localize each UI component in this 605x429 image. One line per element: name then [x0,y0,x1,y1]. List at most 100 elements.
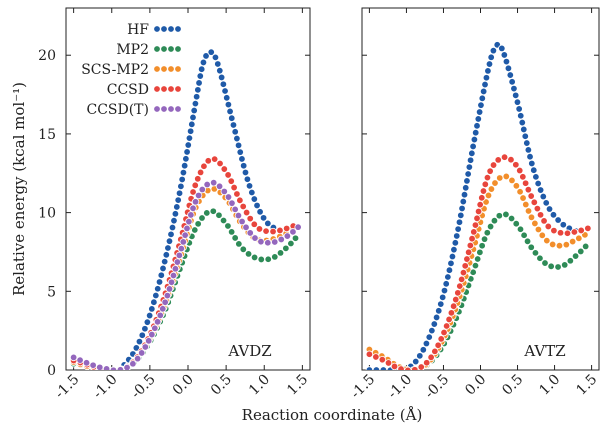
series-point-MP2 [227,228,236,236]
series-point-HF [194,86,202,94]
series-point-MP2 [531,249,540,257]
series-point-HF [498,44,506,53]
legend-marker-SCS-MP2 [160,65,168,73]
series-point-MP2 [244,250,253,258]
legend-marker-HF [167,25,175,33]
series-point-CCSD [224,171,232,179]
series-point-HF [481,80,489,89]
series-point-HF [526,153,534,161]
series-point-HF [245,182,254,190]
series-point-HF [164,244,172,252]
series-point-CCSD(T) [238,217,246,226]
series-point-CCSD(T) [277,235,285,244]
series-point-CCSD [233,190,241,198]
series-point-HF [185,134,194,142]
series-point-SCS-MP2 [538,231,546,240]
series-point-CCSD [530,198,538,207]
legend-label: HF [127,22,149,38]
series-point-MP2 [547,262,555,271]
series-point-CCSD [431,347,439,356]
series-point-SCS-MP2 [543,236,551,245]
series-point-HF [241,168,250,177]
legend-marker-CCSD(T) [160,105,168,113]
series-point-HF [231,128,239,136]
series-point-HF [138,331,146,339]
series-point-HF [464,170,472,178]
series-point-HF [458,204,466,213]
series-point-HF [485,60,494,68]
series-point-HF [523,139,531,147]
series-point-CCSD(T) [153,318,162,326]
series-point-CCSD(T) [231,205,239,214]
series-point-CCSD [378,355,387,364]
series-point-HF [379,366,388,370]
series-line-CCSD [74,159,299,371]
series-point-HF [419,346,428,354]
series-point-CCSD [255,225,264,233]
legend-marker-MP2 [174,45,182,53]
x-tick-label: -1.0 [385,372,415,402]
series-point-HF [534,179,542,188]
series-point-MP2 [561,261,569,269]
series-point-CCSD [536,211,545,219]
legend-marker-HF [174,25,182,33]
series-point-HF [174,196,182,204]
series-point-CCSD [442,322,451,330]
series-point-HF [173,203,181,211]
series-point-MP2 [495,212,504,220]
series-point-HF [224,100,233,109]
series-point-HF [229,121,238,129]
series-point-CCSD [470,228,478,236]
series-point-CCSD [276,226,284,235]
series-point-MP2 [480,235,489,243]
series-point-CCSD [440,328,448,337]
series-point-SCS-MP2 [568,237,577,246]
series-point-MP2 [471,261,480,270]
y-tick-label: 10 [38,206,56,222]
series-point-HF [477,101,485,109]
series-point-HF [216,66,224,75]
series-point-CCSD(T) [169,271,178,280]
series-point-HF [524,146,533,154]
series-point-MP2 [512,219,520,228]
series-point-HF [484,67,492,75]
x-tick-label: -1.5 [348,372,378,402]
series-point-CCSD [239,202,247,211]
series-point-CCSD [449,302,458,310]
series-point-HF [489,46,498,55]
series-point-HF [195,79,203,87]
series-point-CCSD(T) [161,298,169,306]
series-point-HF [191,99,200,108]
series-point-MP2 [219,216,228,225]
series-point-CCSD [196,168,205,177]
series-point-HF [470,135,479,144]
series-point-CCSD [512,161,520,169]
series-point-MP2 [282,244,290,253]
series-point-CCSD [397,365,405,370]
series-point-CCSD(T) [271,238,279,246]
legend-marker-MP2 [167,45,175,53]
series-point-CCSD [220,165,228,173]
y-tick-label: 5 [47,284,56,300]
series-point-MP2 [250,253,259,262]
series-point-HF [432,313,441,322]
series-point-MP2 [476,248,484,257]
series-point-CCSD [282,224,291,233]
series-point-CCSD(T) [187,211,195,219]
series-point-HF [478,94,486,103]
series-point-CCSD(T) [167,278,176,286]
series-point-HF [178,175,186,184]
series-point-HF [165,237,174,245]
series-point-HF [430,320,439,328]
series-point-CCSD [540,217,548,225]
legend-marker-HF [160,25,168,33]
y-axis-title: Relative energy (kcal mol⁻¹) [10,82,28,296]
series-point-HF [518,118,526,127]
series-point-HF [179,168,188,177]
legend-marker-MP2 [153,45,161,53]
series-point-CCSD [411,366,419,370]
series-point-MP2 [523,237,532,246]
series-point-HF [365,366,374,370]
series-point-HF [515,105,523,113]
series-point-CCSD [456,282,464,290]
